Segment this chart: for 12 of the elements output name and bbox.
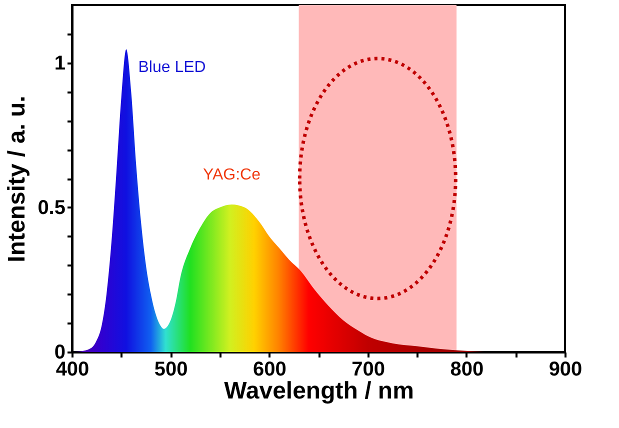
y-tick-label: 0.5 xyxy=(38,196,66,219)
y-tick-label: 1 xyxy=(54,52,66,74)
y-axis-title: Intensity / a. u. xyxy=(4,96,31,262)
x-tick-label: 800 xyxy=(450,358,484,380)
x-axis-title: Wavelength / nm xyxy=(224,378,414,404)
annotation: YAG:Ce xyxy=(202,166,261,184)
annotation: Blue LED xyxy=(138,59,206,76)
x-tick-label: 900 xyxy=(548,358,582,380)
x-tick-label: 600 xyxy=(253,358,286,380)
x-tick-label: 700 xyxy=(352,358,385,380)
x-tick-label: 400 xyxy=(56,358,90,380)
x-tick-label: 500 xyxy=(154,358,188,380)
